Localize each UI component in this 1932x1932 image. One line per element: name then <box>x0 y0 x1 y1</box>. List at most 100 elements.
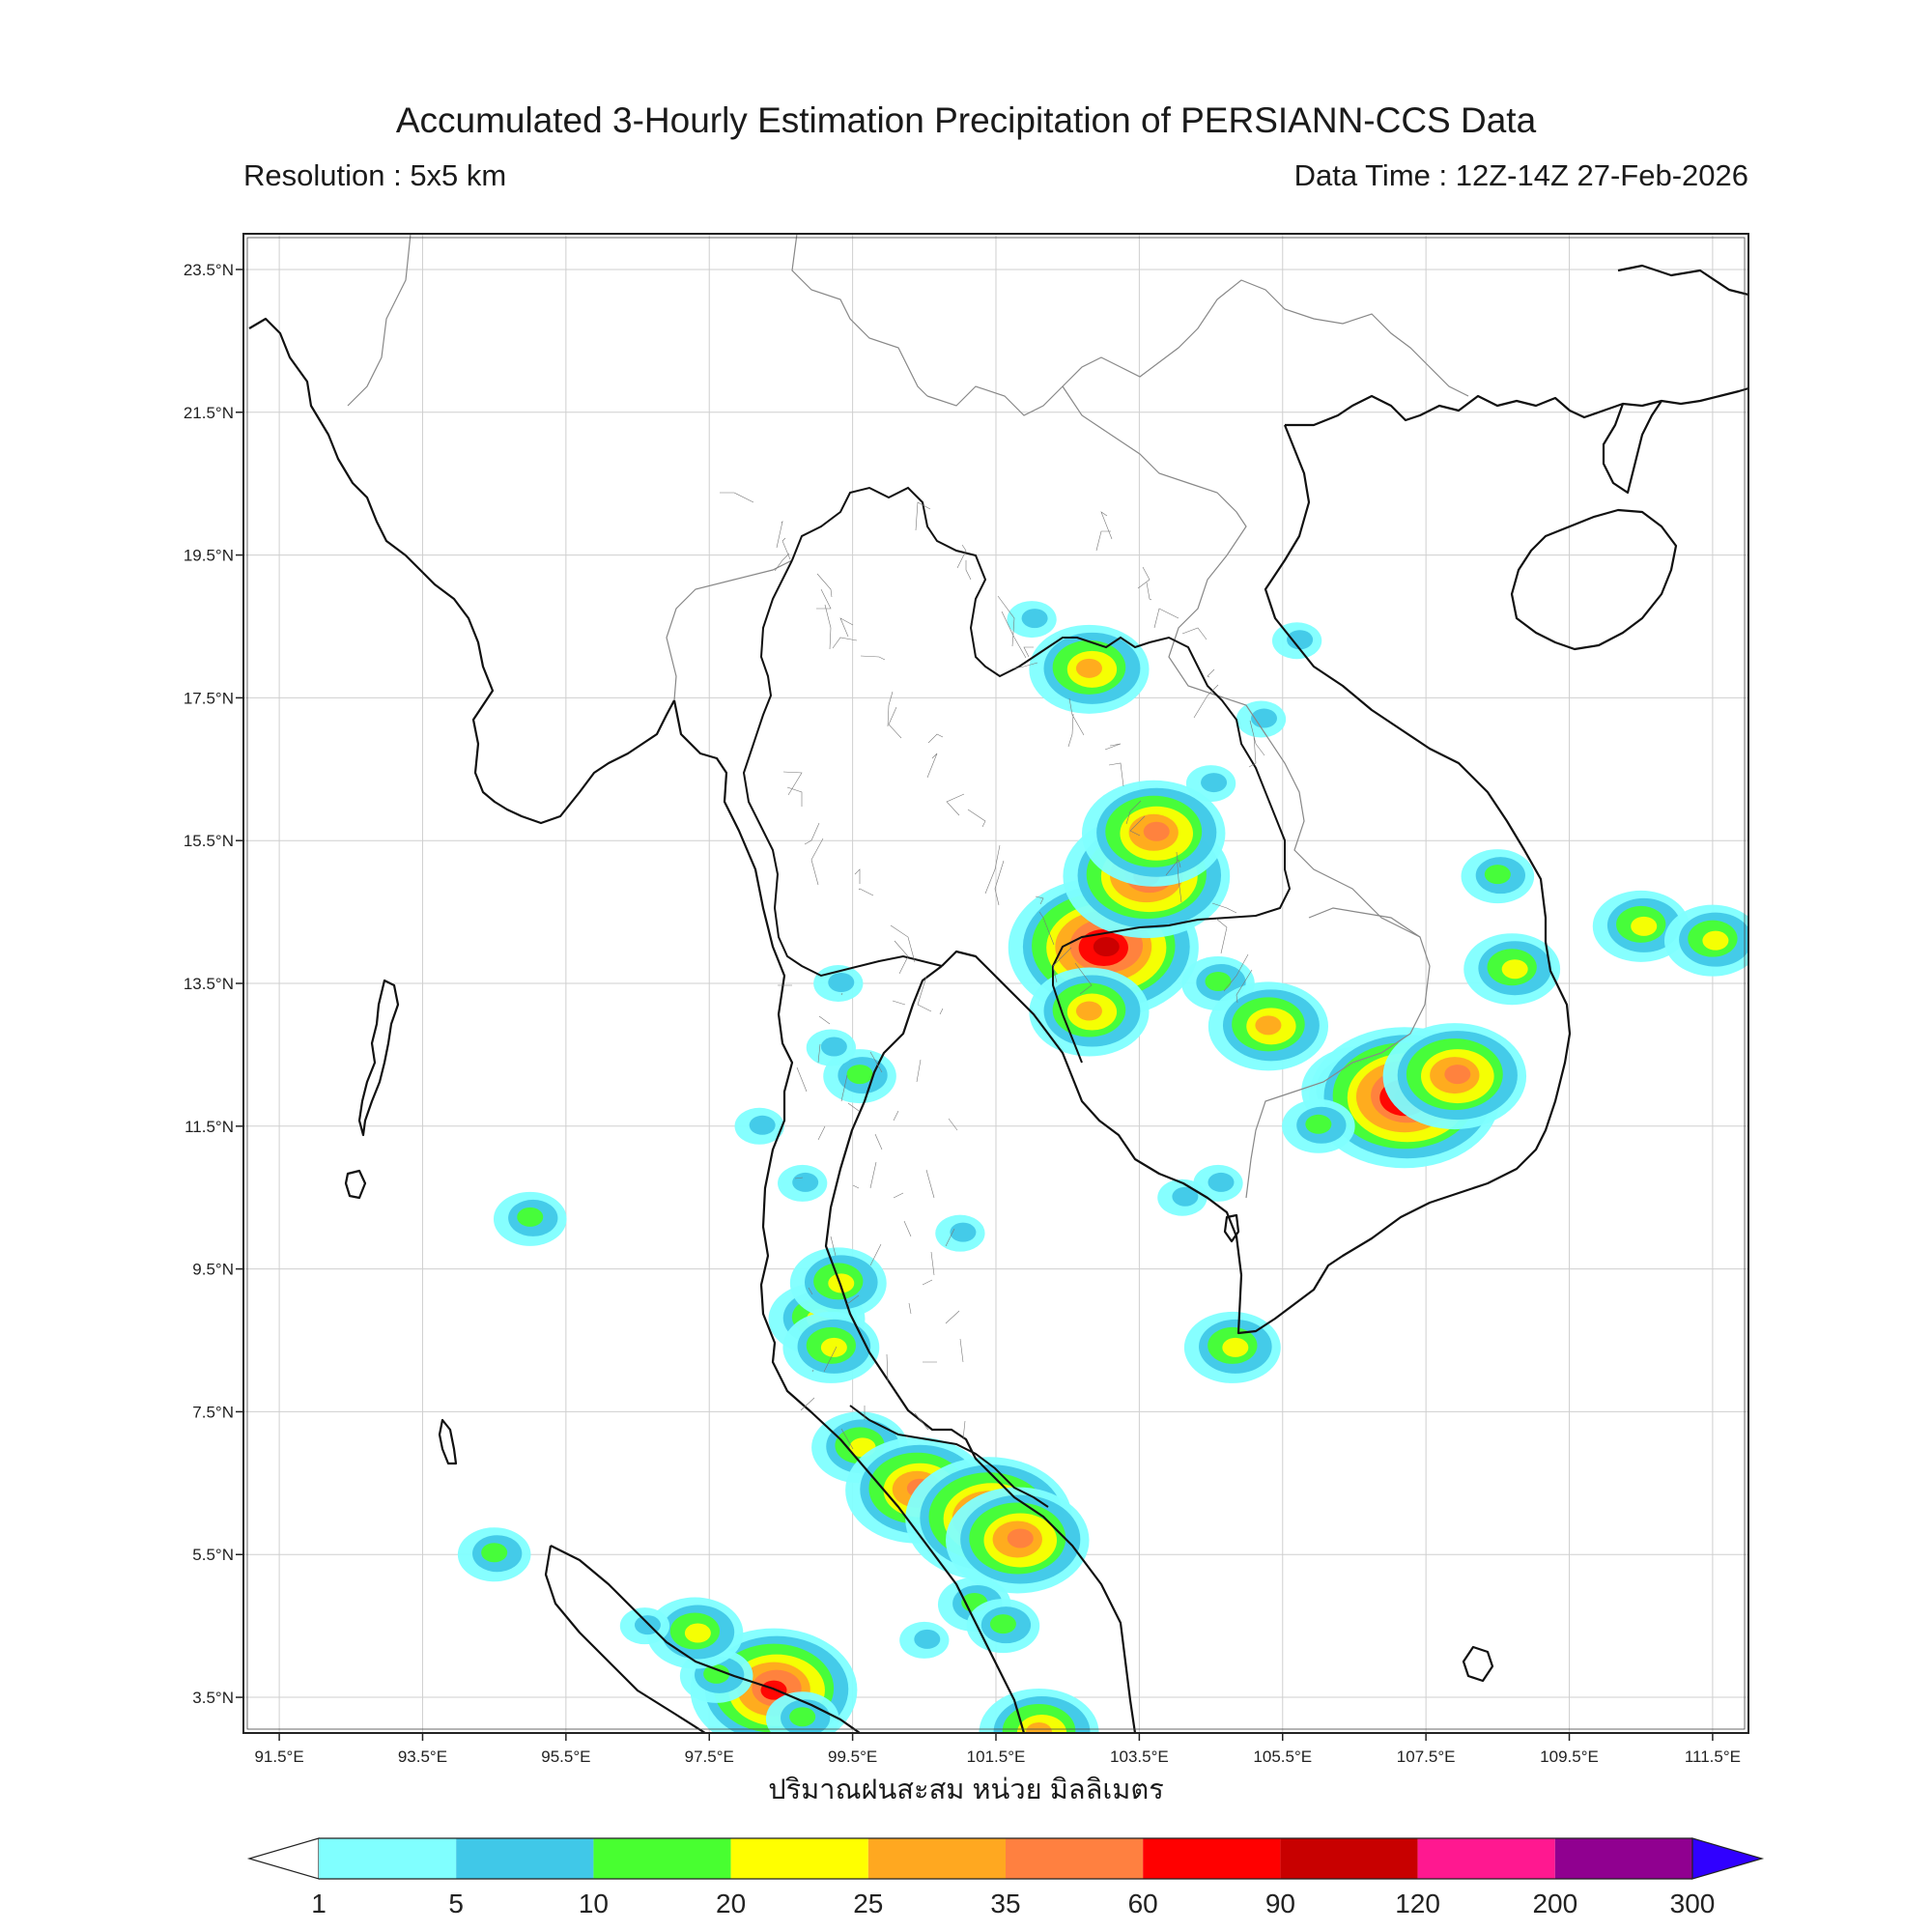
resolution-label: Resolution : 5x5 km <box>243 158 507 192</box>
rain-cell <box>1183 1311 1281 1383</box>
rain-level <box>1501 959 1528 980</box>
rain-level <box>792 1172 819 1192</box>
rain-cell <box>899 1621 950 1659</box>
rain-cell <box>457 1527 531 1582</box>
rain-cell <box>1236 700 1287 738</box>
map-frame <box>242 233 1749 1734</box>
tick-label-lon: 97.5°E <box>685 1747 734 1766</box>
rain-level <box>481 1543 508 1563</box>
axis-ticks: 91.5°E 93.5°E 95.5°E 97.5°E 99.5°E 101.5°E 103… <box>184 261 1741 1766</box>
tick-label-lat: 5.5°N <box>192 1546 234 1564</box>
rain-cell <box>782 1311 880 1383</box>
coastlines <box>248 264 1748 1733</box>
rain-level <box>846 1065 873 1085</box>
tick-label-lon: 103.5°E <box>1110 1747 1169 1766</box>
island-andaman <box>357 979 400 1137</box>
coastline-china-south <box>1285 386 1748 427</box>
rain-cell <box>806 1029 857 1066</box>
island-nicobar <box>438 1418 458 1465</box>
rain-cell <box>1663 904 1748 977</box>
rain-cell <box>1382 1023 1527 1130</box>
tick-label-lon: 107.5°E <box>1397 1747 1456 1766</box>
rain-level <box>684 1623 711 1643</box>
tick-label-lat: 15.5°N <box>184 832 234 850</box>
border-laos-vietnam <box>1062 385 1431 1006</box>
rain-cell <box>935 1214 985 1252</box>
rain-level <box>760 1680 787 1700</box>
tick-label-lat: 21.5°N <box>184 404 234 422</box>
tick-label-lat: 19.5°N <box>184 547 234 565</box>
tick-label-lat: 9.5°N <box>192 1261 234 1279</box>
rain-level <box>1702 930 1729 951</box>
rain-cell <box>1081 780 1226 887</box>
tick-label-lon: 111.5°E <box>1685 1747 1741 1766</box>
thailand-border <box>742 486 1292 1064</box>
rain-cell <box>1193 1164 1243 1202</box>
rain-level <box>820 1037 847 1057</box>
tick-label-lat: 13.5°N <box>184 975 234 993</box>
rain-level <box>1208 1172 1235 1192</box>
rain-level <box>828 1273 855 1293</box>
map-frame-inner <box>246 237 1746 1730</box>
rain-level <box>950 1222 977 1242</box>
coastline-gulf-east <box>941 424 1572 1335</box>
coastline-north-top <box>1617 264 1748 297</box>
island-hainan <box>1510 508 1678 651</box>
coastline-sumatra <box>544 1545 861 1733</box>
coastline-andaman <box>672 699 1026 1733</box>
tick-label-lat: 23.5°N <box>184 261 234 279</box>
rain-level <box>749 1115 776 1135</box>
rain-cell <box>1282 1098 1355 1153</box>
chart-title: Accumulated 3-Hourly Estimation Precipit… <box>395 100 1537 140</box>
tick-label-lat: 11.5°N <box>185 1118 234 1136</box>
rain-overlay <box>457 601 1748 1733</box>
rain-cell <box>946 1487 1090 1594</box>
island-little-andaman <box>344 1169 367 1200</box>
rain-level <box>1255 1015 1282 1036</box>
rain-level <box>828 973 855 992</box>
rain-cell <box>789 1247 887 1320</box>
rain-cell <box>1007 601 1057 639</box>
rain-cell <box>1029 967 1150 1057</box>
tick-label-lon: 101.5°E <box>967 1747 1026 1766</box>
coastline-gulf-west <box>824 965 1137 1733</box>
rain-cell <box>493 1191 567 1246</box>
rain-cell <box>1029 624 1150 714</box>
island-natuna <box>1462 1645 1494 1683</box>
border-myanmar-china <box>347 234 928 407</box>
rain-level <box>820 1337 847 1357</box>
rain-level <box>1172 1186 1199 1207</box>
tick-label-lat: 17.5°N <box>184 689 234 707</box>
island-phu-quoc <box>1223 1213 1240 1243</box>
rain-level <box>1631 916 1658 936</box>
coastline-leizhou <box>1602 400 1662 495</box>
rain-level <box>703 1663 730 1684</box>
tick-label-lon: 91.5°E <box>254 1747 303 1766</box>
tick-label-lon: 105.5°E <box>1253 1747 1312 1766</box>
rain-level <box>1222 1337 1249 1357</box>
thailand-outline <box>742 486 1292 1508</box>
rain-level <box>1444 1065 1471 1085</box>
rain-level <box>1305 1114 1332 1134</box>
rain-level <box>1075 658 1102 678</box>
country-borders <box>347 234 1469 1199</box>
tick-label-lon: 95.5°E <box>541 1747 590 1766</box>
rain-level <box>1201 773 1228 793</box>
rain-level <box>914 1629 941 1649</box>
rain-cell <box>1461 849 1535 904</box>
rain-cell <box>734 1107 784 1145</box>
rain-cell <box>778 1164 828 1202</box>
rain-level <box>1021 609 1048 629</box>
rain-cell <box>646 1597 744 1669</box>
tick-label-lon: 99.5°E <box>828 1747 877 1766</box>
thailand-southern-border <box>849 1405 1049 1508</box>
x-axis-label: ปริมาณฝนสะสม หน่วย มิลลิเมตร <box>768 1775 1164 1805</box>
rain-level <box>1007 1528 1034 1548</box>
rain-level <box>1075 1001 1102 1021</box>
border-laos-cambodia <box>1308 907 1421 938</box>
rain-cell <box>979 1689 1099 1733</box>
rain-level <box>517 1207 544 1227</box>
rain-cell <box>1463 933 1561 1006</box>
tick-label-lon: 93.5°E <box>398 1747 447 1766</box>
